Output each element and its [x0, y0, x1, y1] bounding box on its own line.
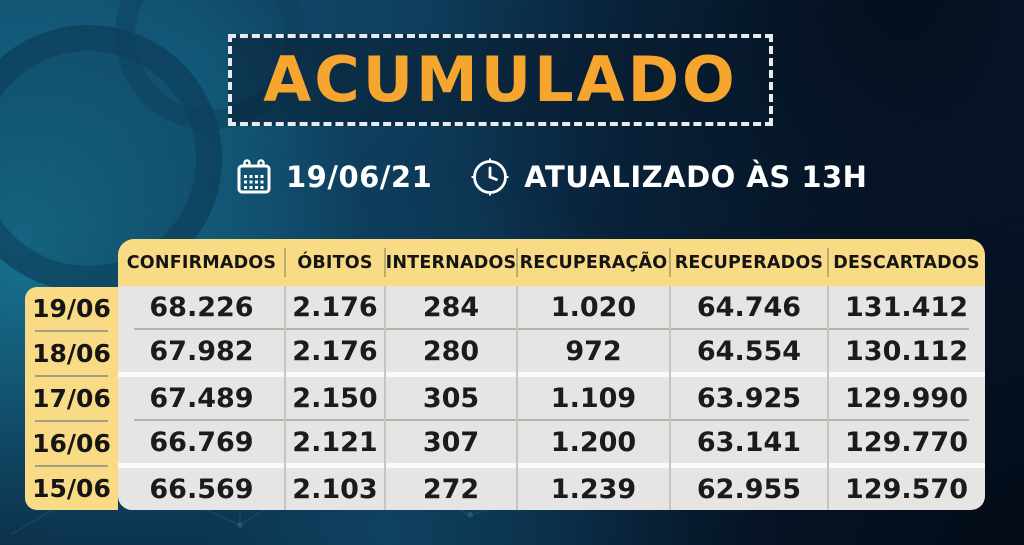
- cell-obitos: 2.176: [292, 335, 378, 367]
- cell-recuperados: 64.554: [696, 335, 802, 367]
- date-label: 19/06/21: [286, 160, 433, 194]
- updated-label: ATUALIZADO ÀS 13H: [524, 160, 868, 194]
- cell-confirmados: 66.769: [149, 426, 254, 458]
- column-divider: [384, 248, 386, 277]
- header-cell-confirmados: CONFIRMADOS: [126, 252, 277, 273]
- column-divider: [669, 248, 671, 277]
- cell-descartados: 131.412: [845, 291, 968, 323]
- cell-recuperacao: 1.239: [550, 473, 637, 505]
- cell-confirmados: 67.489: [149, 382, 254, 414]
- row-divider: [118, 372, 985, 377]
- column-divider: [827, 286, 829, 510]
- row-label: 17/06: [32, 384, 111, 413]
- page-title: ACUMULADO: [263, 43, 738, 116]
- header-cell-recuperados: RECUPERADOS: [674, 252, 824, 273]
- row-divider: [134, 419, 969, 421]
- label-divider: [35, 375, 108, 377]
- cell-internados: 284: [422, 291, 480, 323]
- column-divider: [669, 286, 671, 510]
- meta-row: 19/06/21 ATUALIZADO ÀS 13H: [236, 155, 867, 199]
- calendar-icon: [237, 159, 271, 194]
- cell-descartados: 129.570: [845, 473, 968, 505]
- cell-recuperados: 63.925: [696, 382, 802, 414]
- row-label: 18/06: [32, 339, 111, 368]
- cell-confirmados: 66.569: [149, 473, 254, 505]
- header-cell-descartados: DESCARTADOS: [833, 252, 980, 273]
- cell-internados: 307: [422, 426, 480, 458]
- cell-recuperacao: 972: [565, 335, 622, 367]
- column-divider: [827, 248, 829, 277]
- column-divider: [516, 248, 518, 277]
- table-row: 67.489 2.150 305 1.109 63.925 129.990: [118, 377, 985, 419]
- label-divider: [35, 330, 108, 332]
- row-label: 19/06: [32, 294, 111, 323]
- header-cell-recuperacao: RECUPERAÇÃO: [519, 252, 668, 273]
- title-banner: ACUMULADO: [228, 34, 773, 126]
- column-divider: [516, 286, 518, 510]
- row-labels-column: 19/06 18/06 17/06 16/06 15/06: [25, 287, 118, 510]
- column-divider: [384, 286, 386, 510]
- column-divider: [284, 248, 286, 277]
- cell-internados: 280: [422, 335, 480, 367]
- header-cell-obitos: ÓBITOS: [297, 252, 373, 273]
- label-divider: [35, 465, 108, 467]
- row-label: 15/06: [32, 474, 111, 503]
- row-label: 16/06: [32, 429, 111, 458]
- row-divider: [134, 328, 969, 330]
- cell-recuperados: 64.746: [696, 291, 802, 323]
- cell-descartados: 129.990: [845, 382, 968, 414]
- cell-descartados: 130.112: [845, 335, 968, 367]
- cell-descartados: 129.770: [845, 426, 968, 458]
- cell-recuperacao: 1.020: [550, 291, 637, 323]
- cell-recuperados: 62.955: [696, 473, 802, 505]
- clock-icon: [471, 158, 509, 196]
- cell-obitos: 2.176: [292, 291, 378, 323]
- cell-recuperacao: 1.109: [550, 382, 637, 414]
- cell-internados: 305: [422, 382, 480, 414]
- cell-internados: 272: [422, 473, 480, 505]
- cell-obitos: 2.121: [292, 426, 378, 458]
- table-row: 66.769 2.121 307 1.200 63.141 129.770: [118, 421, 985, 463]
- table-row: 67.982 2.176 280 972 64.554 130.112: [118, 330, 985, 372]
- cell-recuperados: 63.141: [696, 426, 802, 458]
- cell-recuperacao: 1.200: [550, 426, 637, 458]
- table-row: 66.569 2.103 272 1.239 62.955 129.570: [118, 468, 985, 510]
- column-divider: [284, 286, 286, 510]
- label-divider: [35, 420, 108, 422]
- table-body: 68.226 2.176 284 1.020 64.746 131.412 67…: [118, 286, 985, 510]
- cell-confirmados: 68.226: [149, 291, 254, 323]
- header-cell-internados: INTERNADOS: [385, 252, 517, 273]
- row-divider: [118, 463, 985, 468]
- cell-obitos: 2.103: [292, 473, 378, 505]
- cell-obitos: 2.150: [292, 382, 378, 414]
- cell-confirmados: 67.982: [149, 335, 254, 367]
- table-row: 68.226 2.176 284 1.020 64.746 131.412: [118, 286, 985, 328]
- table-header: CONFIRMADOS ÓBITOS INTERNADOS RECUPERAÇÃ…: [118, 239, 985, 286]
